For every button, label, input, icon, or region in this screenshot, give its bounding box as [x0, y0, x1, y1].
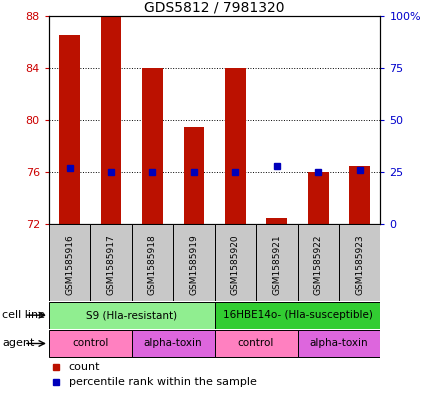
- Bar: [215, 224, 256, 301]
- Text: cell line: cell line: [2, 310, 45, 320]
- Text: control: control: [238, 338, 274, 349]
- Bar: [173, 224, 215, 301]
- Text: alpha-toxin: alpha-toxin: [144, 338, 202, 349]
- Bar: [298, 330, 380, 357]
- Bar: [132, 330, 215, 357]
- Bar: [49, 224, 90, 301]
- Text: GSM1585921: GSM1585921: [272, 234, 281, 295]
- Text: GSM1585918: GSM1585918: [148, 234, 157, 295]
- Text: GSM1585923: GSM1585923: [355, 234, 364, 295]
- Text: 16HBE14o- (Hla-susceptible): 16HBE14o- (Hla-susceptible): [223, 310, 372, 320]
- Bar: [184, 127, 204, 224]
- Bar: [349, 166, 370, 224]
- Text: GSM1585920: GSM1585920: [231, 234, 240, 295]
- Bar: [142, 68, 163, 224]
- Text: alpha-toxin: alpha-toxin: [310, 338, 368, 349]
- Bar: [308, 172, 329, 224]
- Text: count: count: [69, 362, 100, 372]
- Text: GSM1585922: GSM1585922: [314, 234, 323, 294]
- Bar: [339, 224, 380, 301]
- Text: S9 (Hla-resistant): S9 (Hla-resistant): [86, 310, 177, 320]
- Bar: [266, 218, 287, 224]
- Bar: [59, 35, 80, 224]
- Bar: [298, 224, 339, 301]
- Bar: [225, 68, 246, 224]
- Text: control: control: [72, 338, 108, 349]
- Bar: [132, 224, 173, 301]
- Bar: [215, 301, 380, 329]
- Text: percentile rank within the sample: percentile rank within the sample: [69, 377, 257, 387]
- Bar: [49, 301, 215, 329]
- Bar: [256, 224, 298, 301]
- Bar: [215, 330, 298, 357]
- Text: GSM1585919: GSM1585919: [190, 234, 198, 295]
- Text: agent: agent: [2, 338, 34, 349]
- Bar: [90, 224, 132, 301]
- Bar: [49, 330, 132, 357]
- Text: GSM1585916: GSM1585916: [65, 234, 74, 295]
- Title: GDS5812 / 7981320: GDS5812 / 7981320: [144, 0, 285, 15]
- Bar: [101, 16, 122, 224]
- Text: GSM1585917: GSM1585917: [107, 234, 116, 295]
